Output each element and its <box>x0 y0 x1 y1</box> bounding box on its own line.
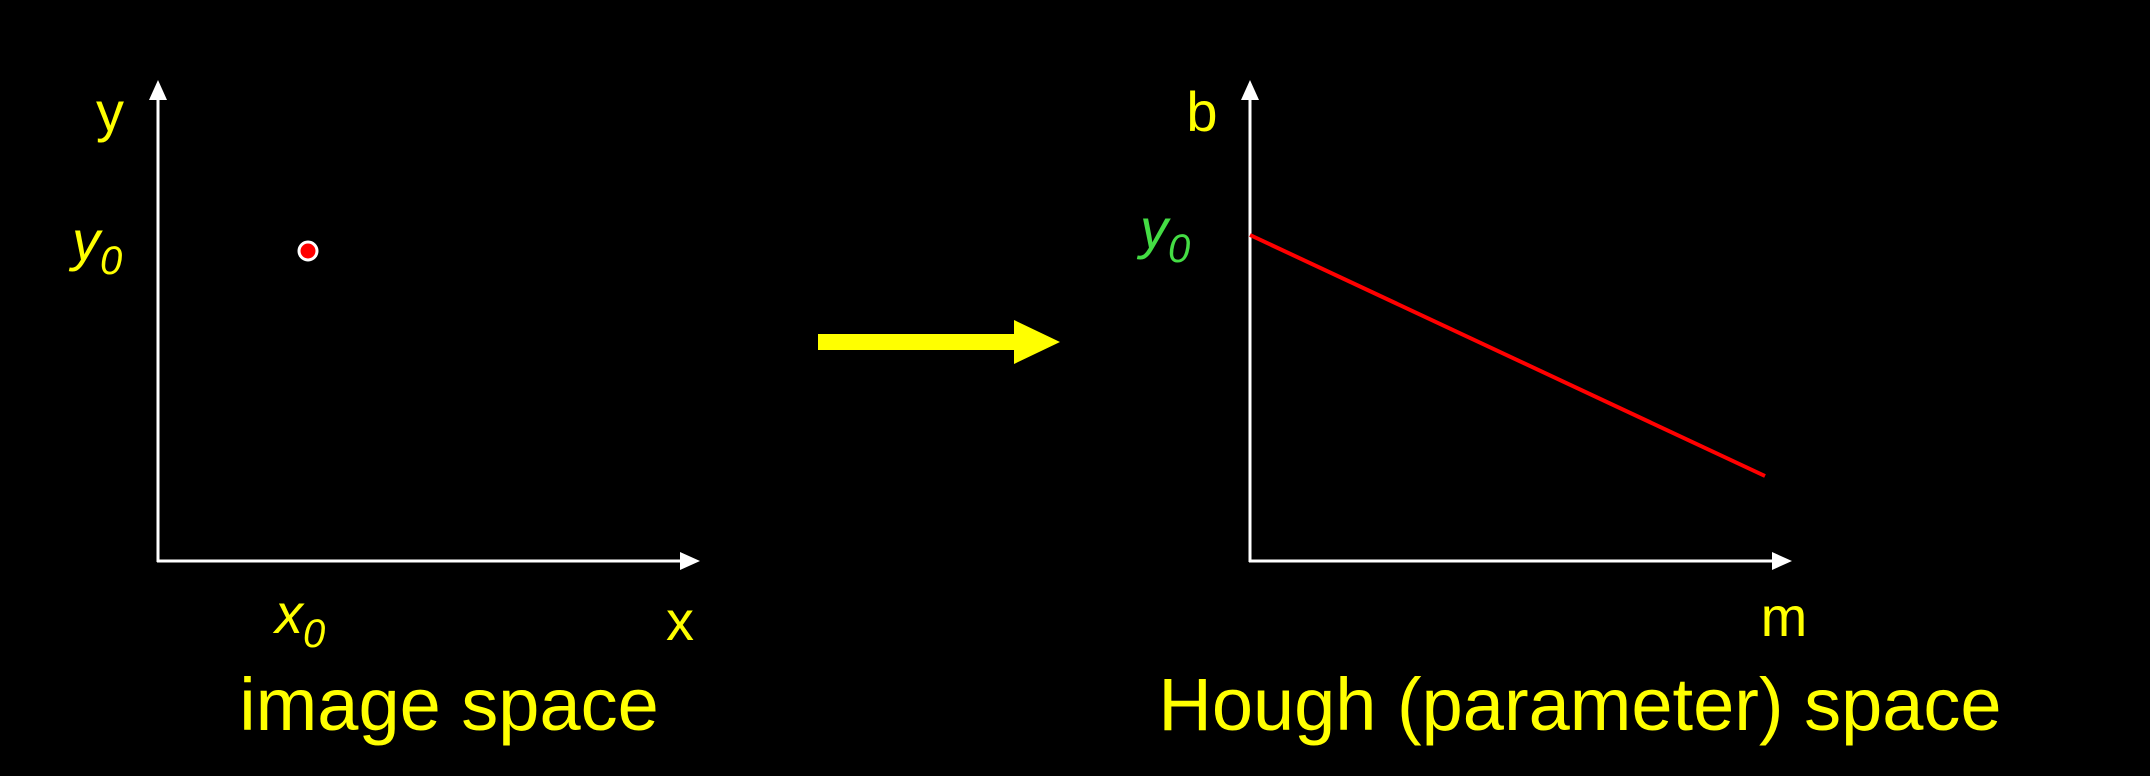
hough-space-title: Hough (parameter) space <box>1158 663 2001 746</box>
transform-arrow-shaft <box>818 334 1016 350</box>
hough-space-m-arrow-icon <box>1772 552 1792 570</box>
image-space-x-axis-label: x <box>666 589 694 652</box>
image-point <box>297 240 319 262</box>
point-x-label: x0 <box>272 582 325 656</box>
image-space-panel: y x y0 x0 image space <box>68 80 700 746</box>
image-space-x-arrow-icon <box>680 552 700 570</box>
point-y-label: y0 <box>68 209 122 283</box>
intercept-label: y0 <box>1136 197 1190 271</box>
hough-space-m-axis-label: m <box>1761 585 1808 648</box>
hough-space-panel: b m y0 Hough (parameter) space <box>1136 80 2002 746</box>
image-space-y-axis-label: y <box>96 80 124 143</box>
intercept-subscript: 0 <box>1168 227 1190 271</box>
hough-space-b-arrow-icon <box>1241 80 1259 100</box>
transform-arrow <box>818 320 1060 364</box>
hough-line <box>1249 233 1766 478</box>
point-x-subscript: 0 <box>303 612 325 656</box>
transform-arrow-head-icon <box>1014 320 1060 364</box>
image-space-title: image space <box>239 663 659 746</box>
hough-space-b-axis-label: b <box>1186 80 1217 143</box>
point-y-subscript: 0 <box>100 239 122 283</box>
image-space-y-arrow-icon <box>149 80 167 100</box>
